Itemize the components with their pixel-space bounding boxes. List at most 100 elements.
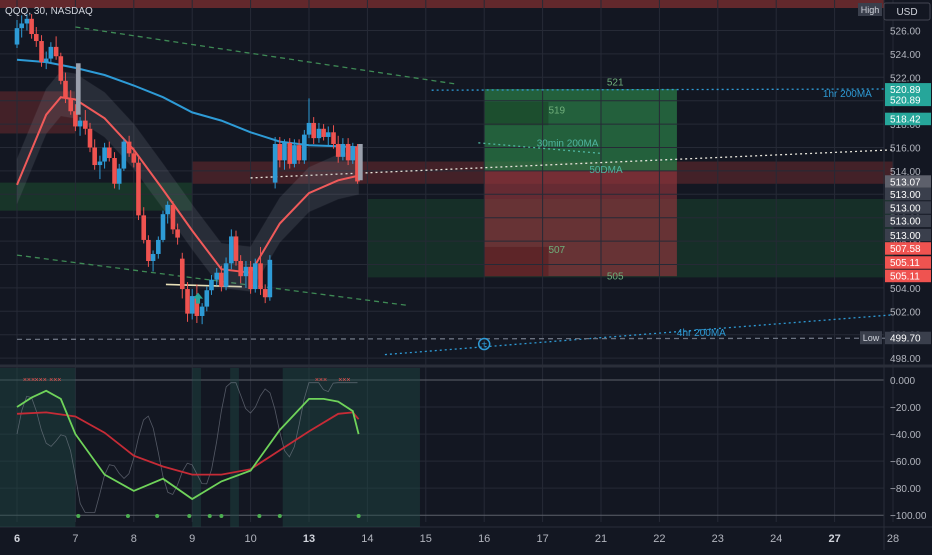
candle[interactable]	[204, 290, 210, 307]
currency-button[interactable]	[883, 2, 931, 21]
candle[interactable]	[233, 236, 239, 261]
candle[interactable]	[262, 289, 268, 298]
candle[interactable]	[296, 145, 302, 161]
candle[interactable]	[58, 56, 64, 81]
candle[interactable]	[156, 239, 161, 254]
candle[interactable]	[229, 236, 234, 264]
candle[interactable]	[39, 41, 44, 63]
candle[interactable]	[126, 141, 132, 154]
candle[interactable]	[267, 259, 273, 298]
candle[interactable]	[165, 204, 170, 215]
candle[interactable]	[146, 239, 151, 261]
osc-red-line[interactable]	[16, 411, 360, 476]
time-axis[interactable]: 6 7 8 9 10 13 14 15 16 17 21 22 23 24 27 28	[14, 533, 899, 545]
candle[interactable]	[63, 80, 68, 99]
candle[interactable]	[106, 147, 112, 159]
candle[interactable]	[73, 111, 78, 127]
candle[interactable]	[248, 266, 253, 290]
zone-red-top[interactable]	[0, 0, 884, 8]
price-axis[interactable]: 526.00524.00522.00520.00518.00516.00514.…	[858, 3, 931, 522]
candle[interactable]	[345, 143, 351, 161]
candle[interactable]	[287, 142, 293, 164]
candle[interactable]	[102, 147, 107, 162]
crosshair-marker[interactable]	[477, 337, 491, 351]
trend-line[interactable]	[16, 337, 894, 341]
candle[interactable]	[243, 266, 249, 277]
candle[interactable]	[131, 153, 137, 163]
candle[interactable]	[194, 296, 200, 316]
ma-blue-line[interactable]	[16, 58, 362, 149]
candle[interactable]	[316, 128, 322, 139]
1hr-200ma-line[interactable]	[431, 88, 894, 91]
candle[interactable]	[170, 204, 176, 230]
inner-zone-507	[484, 246, 549, 277]
trend-line[interactable]	[75, 26, 459, 85]
candle[interactable]	[199, 306, 205, 316]
candle[interactable]	[19, 23, 24, 29]
candle[interactable]	[219, 272, 224, 287]
osc-zone	[192, 368, 201, 527]
candle[interactable]	[14, 28, 20, 45]
candle[interactable]	[238, 260, 243, 277]
high-tag	[858, 3, 882, 16]
candle[interactable]	[141, 215, 147, 240]
candle[interactable]	[29, 18, 34, 35]
price-label: 505.11	[890, 272, 920, 283]
50dma-line[interactable]	[250, 149, 894, 179]
symbol-title[interactable]: QQQ, 30, NASDAQ	[5, 6, 93, 17]
candle[interactable]	[68, 98, 74, 112]
price-label-tag	[885, 256, 931, 269]
candle[interactable]	[311, 122, 316, 139]
candle[interactable]	[33, 34, 39, 42]
candle[interactable]	[150, 253, 156, 261]
candle[interactable]	[335, 143, 341, 157]
candle[interactable]	[272, 143, 278, 183]
osc-green-line[interactable]	[16, 389, 360, 501]
candle[interactable]	[214, 272, 220, 280]
candle[interactable]	[306, 122, 312, 135]
candle[interactable]	[321, 128, 326, 137]
candle[interactable]	[136, 162, 141, 216]
buy-arrow-icon[interactable]	[193, 292, 204, 304]
30min-200ma-line[interactable]	[478, 142, 602, 154]
candle[interactable]	[350, 146, 356, 161]
candle[interactable]	[302, 134, 307, 161]
candle[interactable]	[179, 258, 185, 290]
candle[interactable]	[112, 158, 117, 184]
candle-neutral[interactable]	[76, 63, 81, 115]
candle[interactable]	[77, 120, 83, 127]
candle[interactable]	[97, 161, 103, 166]
price-label: 499.70	[890, 334, 921, 345]
candle[interactable]	[252, 263, 258, 290]
ma-red-line[interactable]	[16, 96, 359, 274]
candle[interactable]	[24, 18, 30, 24]
candle-neutral[interactable]	[358, 143, 363, 181]
candle[interactable]	[282, 142, 287, 161]
candle[interactable]	[185, 289, 190, 314]
price-label: 520.89	[890, 85, 921, 96]
candle[interactable]	[355, 146, 360, 182]
candle[interactable]	[116, 168, 122, 184]
candle[interactable]	[292, 145, 297, 164]
candle[interactable]	[325, 132, 331, 137]
candle[interactable]	[160, 214, 166, 240]
candle[interactable]	[43, 58, 49, 63]
candle[interactable]	[331, 132, 336, 144]
candle[interactable]	[223, 263, 229, 287]
candle[interactable]	[209, 279, 214, 291]
candle[interactable]	[83, 120, 88, 129]
target-zone[interactable]	[484, 89, 677, 171]
candle[interactable]	[175, 229, 180, 238]
candle[interactable]	[121, 141, 127, 169]
candle[interactable]	[87, 128, 93, 148]
trend-line[interactable]	[16, 254, 409, 307]
candle[interactable]	[92, 147, 97, 166]
candle[interactable]	[53, 46, 59, 57]
support-stub[interactable]	[165, 283, 242, 288]
candle[interactable]	[277, 143, 283, 161]
candle[interactable]	[340, 143, 346, 157]
candle[interactable]	[189, 296, 195, 314]
signal-marker: ×××	[315, 377, 327, 384]
candle[interactable]	[48, 46, 54, 59]
candle[interactable]	[258, 263, 263, 290]
